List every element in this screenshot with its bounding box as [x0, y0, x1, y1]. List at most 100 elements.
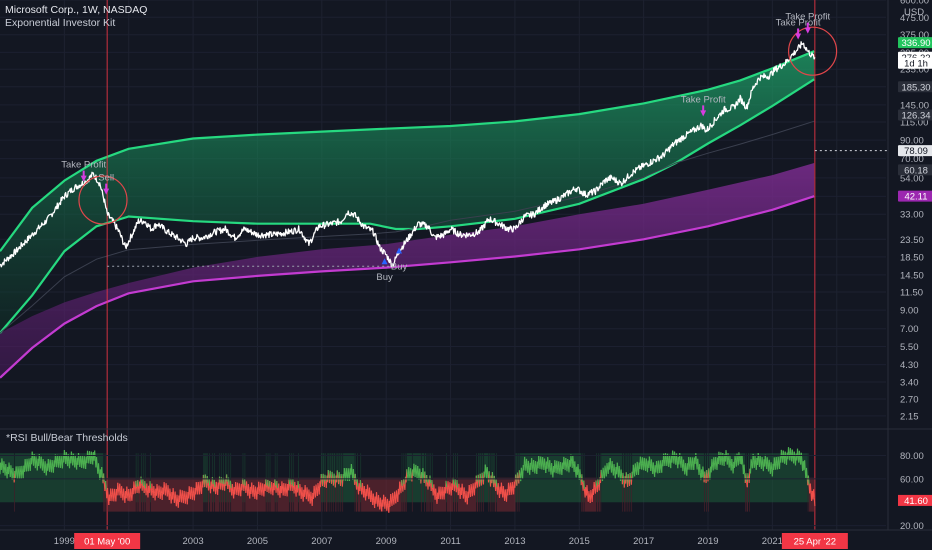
y-tick-label: 14.50: [900, 270, 924, 281]
rsi-line-segment: [784, 451, 787, 459]
rsi-line-segment: [121, 486, 123, 494]
rsi-line-segment: [329, 470, 332, 478]
rsi-line-segment: [390, 493, 392, 500]
rsi-line-segment: [313, 485, 316, 492]
rsi-line-segment: [58, 455, 61, 462]
rsi-line-segment: [315, 484, 318, 491]
rsi-line-segment: [231, 483, 234, 492]
rsi-line-segment: [597, 479, 600, 485]
rsi-bear-zone: [516, 477, 518, 512]
rsi-line-segment: [375, 492, 378, 500]
annotation-label: Buy: [376, 272, 393, 283]
rsi-line-segment: [137, 480, 139, 487]
rsi-line-segment: [42, 458, 45, 467]
y-tick-label: 2.70: [900, 395, 919, 406]
rsi-line-segment: [235, 482, 237, 489]
rsi-bull-zone: [225, 453, 226, 503]
rsi-line-segment: [229, 480, 232, 489]
rsi-line-segment: [185, 491, 188, 498]
currency-label: USD: [904, 7, 924, 18]
rsi-line-segment: [593, 481, 596, 488]
rsi-bear-zone: [491, 477, 493, 512]
y-tick-label: 5.50: [900, 342, 919, 353]
rsi-line-segment: [659, 460, 662, 467]
rsi-line-segment: [805, 467, 808, 477]
rsi-bear-zone: [488, 477, 490, 512]
rsi-bear-zone: [338, 477, 340, 512]
rsi-bear-zone: [355, 477, 358, 512]
rsi-bull-zone: [230, 453, 232, 503]
rsi-line-segment: [813, 489, 815, 498]
rsi-line-segment: [188, 486, 191, 493]
price-label-badge: [898, 145, 932, 157]
rsi-line-segment: [103, 473, 105, 483]
rsi-bear-zone: [223, 477, 226, 512]
rsi-line-segment: [583, 480, 585, 490]
rsi-line-segment: [262, 483, 264, 490]
rsi-line-segment: [606, 463, 609, 469]
rsi-line-segment: [149, 481, 152, 489]
rsi-line-segment: [144, 481, 147, 489]
rsi-line-segment: [190, 486, 193, 494]
rsi-line-segment: [21, 465, 24, 473]
rsi-line-segment: [215, 481, 218, 489]
rsi-line-segment: [167, 485, 170, 493]
y-tick-label: 4.30: [900, 360, 919, 371]
rsi-line-segment: [770, 462, 773, 470]
rsi-bear-zone: [141, 477, 143, 512]
rsi-line-segment: [800, 452, 803, 462]
rsi-line-segment: [743, 464, 746, 474]
rsi-bear-zone: [325, 477, 327, 512]
rsi-bull-zone: [144, 453, 146, 503]
rsi-line-segment: [725, 450, 728, 458]
rsi-line-segment: [51, 459, 54, 467]
rsi-line-segment: [163, 482, 166, 489]
rsi-line-segment: [472, 483, 475, 490]
rsi-line-segment: [507, 482, 510, 489]
rsi-line-segment: [747, 473, 750, 479]
rsi-bear-zone: [291, 477, 293, 512]
rsi-bear-zone: [324, 477, 326, 512]
take-profit-arrow-icon: [80, 175, 87, 182]
rsi-line-segment: [81, 455, 84, 463]
rsi-line-segment: [366, 484, 369, 492]
take-profit-arrow-stem: [82, 170, 85, 177]
rsi-bull-zone: [431, 453, 433, 503]
x-tick-label: 1999: [54, 536, 75, 547]
rsi-line-segment: [254, 486, 257, 494]
rsi-line-segment: [417, 465, 419, 473]
rsi-line-segment: [655, 460, 658, 468]
rsi-line-segment: [72, 453, 75, 461]
rsi-line-segment: [26, 458, 29, 466]
take-profit-arrow-stem: [105, 183, 108, 190]
rsi-title: *RSI Bull/Bear Thresholds: [6, 432, 128, 444]
rsi-line-segment: [283, 483, 286, 490]
rsi-bear-zone: [411, 477, 413, 512]
rsi-line-segment: [119, 483, 121, 491]
rsi-line-segment: [445, 480, 448, 488]
price-label-text: 78.09: [904, 146, 928, 157]
rsi-bear-zone: [600, 477, 602, 512]
price-label-badge: [898, 37, 932, 49]
rsi-bear-zone: [402, 477, 404, 512]
rsi-line-segment: [634, 463, 637, 470]
rsi-line-segment: [395, 490, 398, 497]
rsi-line-segment: [383, 494, 385, 502]
rsi-bear-zone: [493, 477, 495, 512]
rsi-line-segment: [813, 497, 816, 507]
rsi-line-segment: [524, 456, 526, 464]
y-tick-label: 90.00: [900, 136, 924, 147]
rsi-line-segment: [527, 460, 530, 468]
rsi-bear-zone: [427, 477, 429, 512]
rsi-bear-zone: [275, 477, 277, 512]
rsi-line-segment: [465, 490, 468, 499]
rsi-line-segment: [12, 468, 15, 476]
rsi-bear-zone: [225, 477, 227, 512]
rsi-bear-zone: [453, 477, 456, 512]
y-tick-label: 11.50: [900, 288, 923, 299]
rsi-line-segment: [15, 466, 18, 473]
rsi-bull-zone: [357, 453, 358, 503]
rsi-line-segment: [133, 481, 136, 488]
